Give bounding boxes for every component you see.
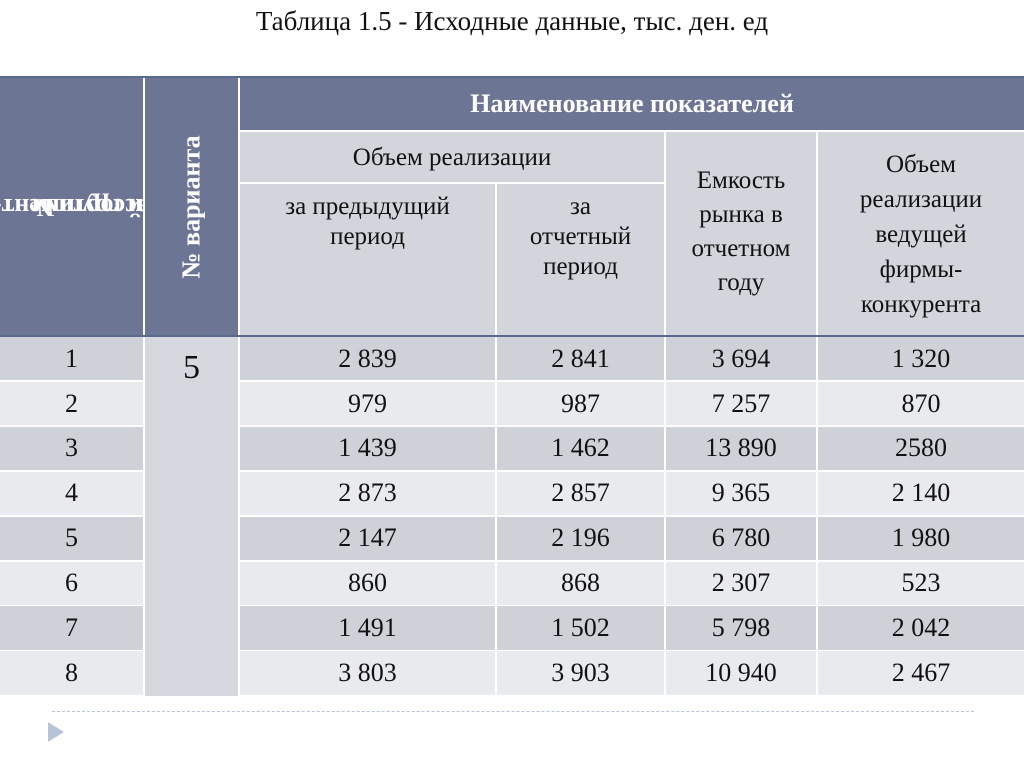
cell-market-capacity: 13 890 bbox=[666, 426, 816, 471]
header-cap-line2: рынка в bbox=[699, 201, 783, 228]
cell-leader-volume: 1 320 bbox=[818, 337, 1024, 381]
cell-group: 4 bbox=[0, 471, 143, 516]
cell-market-capacity: 9 365 bbox=[666, 471, 816, 516]
header-indicators: Наименование показателей bbox=[240, 78, 1024, 130]
cell-leader-volume: 523 bbox=[818, 561, 1024, 605]
header-lead-line2: реализации bbox=[859, 185, 983, 213]
cell-prev-period: 860 bbox=[240, 561, 495, 605]
header-lead-line4: фирмы- bbox=[879, 255, 963, 283]
header-cap-line1: Емкость bbox=[696, 167, 786, 194]
header-curr-line3: период bbox=[543, 253, 618, 280]
cell-group: 7 bbox=[0, 606, 143, 650]
cell-market-capacity: 5 798 bbox=[666, 606, 816, 650]
cell-curr-period: 3 903 bbox=[497, 651, 664, 695]
cell-group: 3 bbox=[0, 426, 143, 471]
cell-prev-period: 1 439 bbox=[240, 426, 495, 471]
cell-leader-volume: 2 467 bbox=[818, 651, 1024, 695]
cell-group: 1 bbox=[0, 337, 143, 381]
cell-curr-period: 1 462 bbox=[497, 426, 664, 471]
cell-prev-period: 979 bbox=[240, 381, 495, 426]
header-group-number: № ассортимент- ной группы bbox=[0, 78, 171, 335]
top-divider bbox=[0, 76, 1024, 78]
header-curr-line1: за bbox=[570, 193, 591, 220]
cell-prev-period: 2 839 bbox=[240, 337, 495, 381]
header-variant-label: № варианта bbox=[176, 134, 206, 279]
cell-curr-period: 1 502 bbox=[497, 606, 664, 650]
header-cap-line4: году bbox=[717, 269, 765, 296]
header-curr-line2: отчетный bbox=[529, 223, 632, 250]
header-prev-line2: период bbox=[330, 223, 405, 250]
cell-curr-period: 987 bbox=[497, 381, 664, 426]
page-title: Таблица 1.5 - Исходные данные, тыс. ден.… bbox=[255, 6, 769, 36]
cell-prev-period: 2 873 bbox=[240, 471, 495, 516]
cell-curr-period: 2 857 bbox=[497, 471, 664, 516]
cell-curr-period: 2 196 bbox=[497, 516, 664, 560]
footer-divider bbox=[52, 711, 974, 712]
header-curr-period: за отчетный период bbox=[497, 184, 664, 314]
cell-leader-volume: 2 042 bbox=[818, 606, 1024, 650]
header-lead-line3: ведущей bbox=[875, 220, 967, 248]
cell-market-capacity: 10 940 bbox=[666, 651, 816, 695]
cell-prev-period: 2 147 bbox=[240, 516, 495, 560]
header-sales-volume: Объем реализации bbox=[352, 144, 552, 171]
header-prev-line1: за предыдущий bbox=[285, 193, 450, 220]
cell-leader-volume: 2580 bbox=[818, 426, 1024, 471]
header-lead-line1: Объем bbox=[886, 150, 956, 178]
cell-leader-volume: 2 140 bbox=[818, 471, 1024, 516]
header-leader-volume: Объем реализации ведущей фирмы- конкурен… bbox=[818, 134, 1024, 334]
header-market-capacity: Емкость рынка в отчетном году bbox=[666, 132, 816, 332]
cell-group: 2 bbox=[0, 381, 143, 426]
header-cap-line3: отчетном bbox=[691, 235, 791, 262]
cell-market-capacity: 3 694 bbox=[666, 337, 816, 381]
cell-market-capacity: 7 257 bbox=[666, 381, 816, 426]
cell-market-capacity: 2 307 bbox=[666, 561, 816, 605]
cell-leader-volume: 870 bbox=[818, 381, 1024, 426]
cell-leader-volume: 1 980 bbox=[818, 516, 1024, 560]
cell-curr-period: 868 bbox=[497, 561, 664, 605]
header-variant: № варианта bbox=[145, 78, 238, 335]
cell-market-capacity: 6 780 bbox=[666, 516, 816, 560]
cell-prev-period: 3 803 bbox=[240, 651, 495, 695]
cell-prev-period: 1 491 bbox=[240, 606, 495, 650]
cell-group: 6 bbox=[0, 561, 143, 605]
header-prev-period: за предыдущий период bbox=[240, 184, 495, 284]
cell-group: 5 bbox=[0, 516, 143, 560]
header-lead-line5: конкурента bbox=[860, 290, 982, 318]
cell-curr-period: 2 841 bbox=[497, 337, 664, 381]
cell-group: 8 bbox=[0, 651, 143, 695]
variant-cell: 5 bbox=[145, 337, 238, 696]
header-subgrid bbox=[240, 130, 1024, 335]
play-triangle-icon[interactable] bbox=[48, 722, 64, 742]
